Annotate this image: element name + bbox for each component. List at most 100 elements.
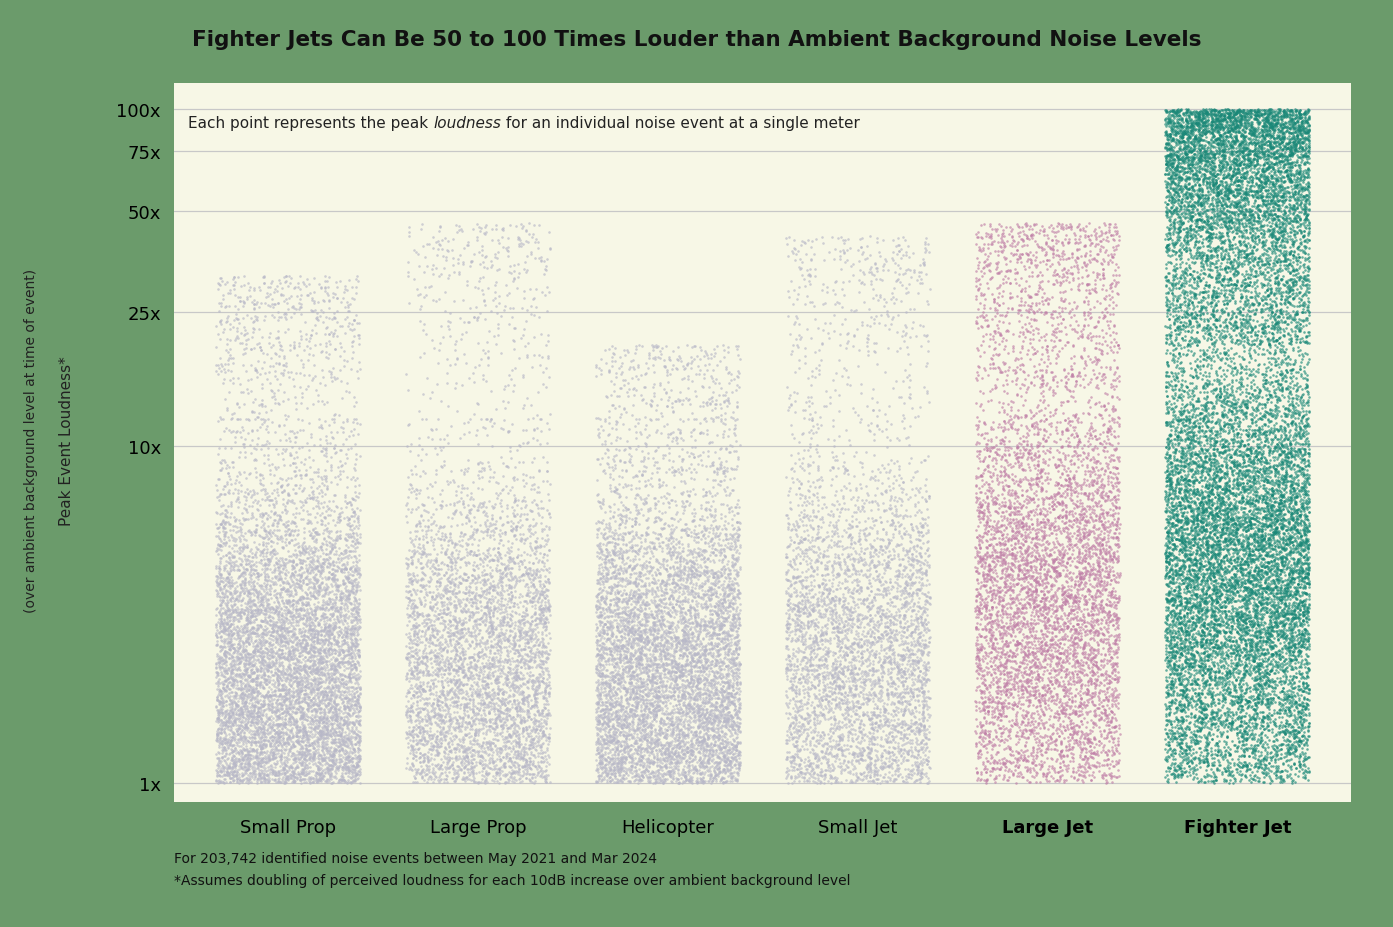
Point (238, 766, 260, 781)
Point (288, 592, 311, 607)
Point (1091, 574, 1113, 589)
Point (1188, 334, 1211, 349)
Point (680, 361, 702, 375)
Point (228, 563, 251, 578)
Point (807, 671, 829, 686)
Point (655, 774, 677, 789)
Point (1192, 414, 1215, 429)
Point (525, 497, 547, 512)
Point (251, 646, 273, 661)
Point (1170, 424, 1192, 438)
Point (705, 774, 727, 789)
Point (242, 302, 265, 317)
Point (793, 722, 815, 737)
Point (245, 559, 267, 574)
Point (1080, 641, 1102, 655)
Point (1269, 393, 1291, 408)
Point (216, 608, 238, 623)
Point (1159, 531, 1181, 546)
Point (1160, 286, 1183, 301)
Point (329, 654, 351, 669)
Point (1255, 189, 1277, 204)
Point (624, 624, 646, 639)
Point (1080, 330, 1102, 345)
Point (1268, 351, 1290, 366)
Point (630, 737, 652, 752)
Point (606, 618, 628, 633)
Point (625, 595, 648, 610)
Point (1074, 748, 1096, 763)
Point (283, 752, 305, 767)
Point (527, 408, 549, 423)
Point (536, 612, 559, 627)
Point (1287, 442, 1309, 457)
Point (1081, 513, 1103, 527)
Point (1211, 235, 1233, 250)
Point (326, 583, 348, 598)
Point (1169, 675, 1191, 690)
Point (1213, 271, 1236, 286)
Point (1188, 235, 1211, 249)
Point (274, 727, 297, 742)
Point (1217, 521, 1240, 536)
Point (1273, 539, 1295, 553)
Point (593, 557, 616, 572)
Point (878, 643, 900, 658)
Point (886, 716, 908, 730)
Point (446, 729, 468, 743)
Point (674, 522, 696, 537)
Point (297, 690, 319, 705)
Point (1188, 460, 1211, 475)
Point (1270, 521, 1293, 536)
Point (596, 442, 618, 457)
Point (1073, 752, 1095, 767)
Point (465, 548, 488, 563)
Point (1165, 539, 1187, 553)
Point (1103, 353, 1126, 368)
Point (649, 628, 671, 642)
Point (858, 745, 880, 760)
Point (712, 617, 734, 632)
Point (1231, 202, 1254, 217)
Point (807, 519, 829, 534)
Point (404, 619, 426, 634)
Point (901, 689, 924, 704)
Point (1270, 180, 1293, 195)
Point (592, 703, 614, 717)
Point (912, 721, 935, 736)
Point (878, 630, 900, 645)
Point (444, 504, 467, 519)
Point (625, 696, 648, 711)
Point (907, 505, 929, 520)
Point (807, 522, 829, 537)
Point (1202, 399, 1224, 413)
Point (1190, 748, 1212, 763)
Point (1294, 543, 1316, 558)
Point (822, 565, 844, 579)
Point (1059, 266, 1081, 281)
Point (1204, 204, 1226, 219)
Point (666, 720, 688, 735)
Point (1212, 525, 1234, 540)
Point (826, 550, 848, 565)
Point (719, 773, 741, 788)
Point (1227, 654, 1250, 669)
Point (729, 516, 751, 531)
Point (1291, 606, 1314, 621)
Point (1181, 511, 1204, 526)
Point (605, 539, 627, 553)
Point (1007, 729, 1029, 743)
Point (1178, 560, 1201, 575)
Point (1195, 115, 1217, 130)
Point (245, 709, 267, 724)
Point (482, 293, 504, 308)
Point (465, 234, 488, 248)
Point (691, 701, 713, 716)
Point (712, 640, 734, 654)
Point (692, 774, 715, 789)
Point (1006, 705, 1028, 719)
Point (719, 766, 741, 781)
Point (1217, 603, 1240, 618)
Point (1209, 383, 1231, 398)
Point (703, 342, 726, 357)
